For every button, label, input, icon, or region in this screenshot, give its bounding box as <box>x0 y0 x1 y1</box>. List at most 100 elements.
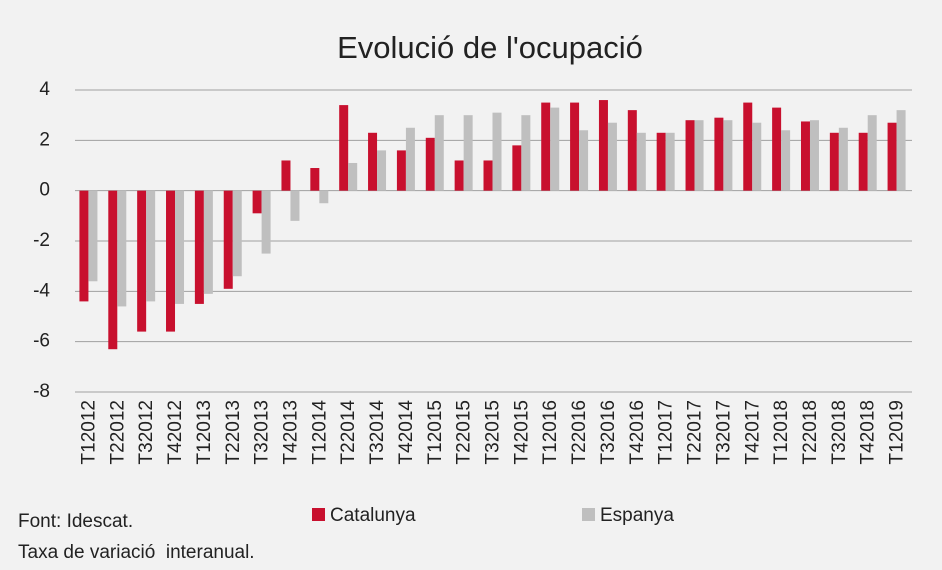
x-tick-label: T32015 <box>483 400 504 464</box>
x-tick-label: T12014 <box>309 400 330 465</box>
y-tick-label: -4 <box>33 280 50 301</box>
bar <box>252 190 262 214</box>
bar <box>492 112 502 191</box>
x-tick-label: T32018 <box>829 400 850 464</box>
bar <box>117 190 127 307</box>
bar <box>685 120 695 191</box>
bar <box>396 150 406 191</box>
bar <box>579 130 589 191</box>
x-tick-label: T12017 <box>656 400 677 464</box>
bar <box>79 190 89 302</box>
x-tick-label: T42015 <box>511 400 532 464</box>
bar <box>425 137 435 191</box>
x-tick-label: T22017 <box>685 400 706 464</box>
bar <box>454 160 464 191</box>
x-tick-label: T32013 <box>252 400 273 464</box>
bar <box>627 110 637 191</box>
legend-label: Espanya <box>600 505 674 526</box>
bar <box>550 107 560 191</box>
bar <box>146 190 156 302</box>
x-tick-label: T22013 <box>223 400 244 464</box>
bar <box>723 120 733 191</box>
x-tick-label: T32012 <box>136 400 157 464</box>
x-tick-label: T12018 <box>771 400 792 464</box>
y-tick-label: -6 <box>33 331 50 352</box>
bar <box>88 190 98 282</box>
bar <box>319 190 329 204</box>
bar <box>108 190 118 350</box>
bar <box>896 110 906 191</box>
bar <box>570 102 580 191</box>
x-tick-label: T12013 <box>194 400 215 464</box>
x-tick-label: T22014 <box>338 400 359 465</box>
y-tick-label: -2 <box>33 230 50 251</box>
legend-swatch <box>312 508 325 521</box>
bar <box>223 190 233 289</box>
x-tick-label: T42018 <box>858 400 879 464</box>
bar <box>348 162 358 191</box>
bar <box>598 100 608 191</box>
bar <box>636 132 646 191</box>
y-tick-label: 0 <box>39 180 50 201</box>
bar <box>405 127 415 191</box>
bar <box>858 132 868 191</box>
bar <box>781 130 791 191</box>
bar <box>800 121 810 191</box>
bar <box>607 122 617 191</box>
x-tick-label: T22015 <box>454 400 475 464</box>
bar <box>743 102 753 191</box>
bar <box>194 190 204 304</box>
footnote: Taxa de variació interanual. <box>18 542 255 563</box>
y-tick-label: 4 <box>39 79 50 100</box>
bar <box>377 150 387 191</box>
bar <box>434 115 444 191</box>
x-tick-label: T22016 <box>569 400 590 464</box>
bar <box>772 107 782 191</box>
x-tick-label: T22018 <box>800 400 821 464</box>
x-tick-label: T42017 <box>742 400 763 464</box>
bar <box>261 190 271 254</box>
bar <box>867 115 877 191</box>
bar <box>137 190 147 332</box>
bar <box>203 190 213 294</box>
bar <box>483 160 493 191</box>
bar <box>310 168 320 191</box>
bar <box>829 132 839 191</box>
x-tick-label: T12015 <box>425 400 446 464</box>
x-tick-label: T12019 <box>887 400 908 464</box>
bar <box>665 132 675 191</box>
bar <box>166 190 176 332</box>
bar <box>463 115 473 191</box>
chart-title: Evolució de l'ocupació <box>337 30 643 65</box>
bar <box>809 120 819 191</box>
x-tick-label: T42013 <box>280 400 301 464</box>
x-tick-label: T12016 <box>540 400 561 464</box>
bar <box>281 160 291 191</box>
y-tick-label: -8 <box>33 381 50 402</box>
x-tick-label: T32014 <box>367 400 388 465</box>
x-tick-label: T12012 <box>78 400 99 464</box>
bar <box>714 117 724 191</box>
bar <box>838 127 848 191</box>
bar <box>232 190 242 277</box>
legend-swatch <box>582 508 595 521</box>
bar <box>512 145 522 191</box>
bar <box>521 115 531 191</box>
x-tick-label: T42016 <box>627 400 648 464</box>
x-tick-label: T32016 <box>598 400 619 464</box>
bar <box>694 120 704 191</box>
x-tick-label: T42012 <box>165 400 186 464</box>
bar <box>752 122 762 191</box>
x-tick-label: T22012 <box>107 400 128 464</box>
bar <box>339 105 349 191</box>
x-tick-label: T32017 <box>713 400 734 464</box>
x-tick-label: T42014 <box>396 400 417 465</box>
source-note: Font: Idescat. <box>18 511 133 532</box>
bar <box>368 132 378 191</box>
bar <box>656 132 666 191</box>
bar <box>290 190 300 221</box>
y-tick-label: 2 <box>39 129 50 150</box>
bar <box>887 122 897 191</box>
